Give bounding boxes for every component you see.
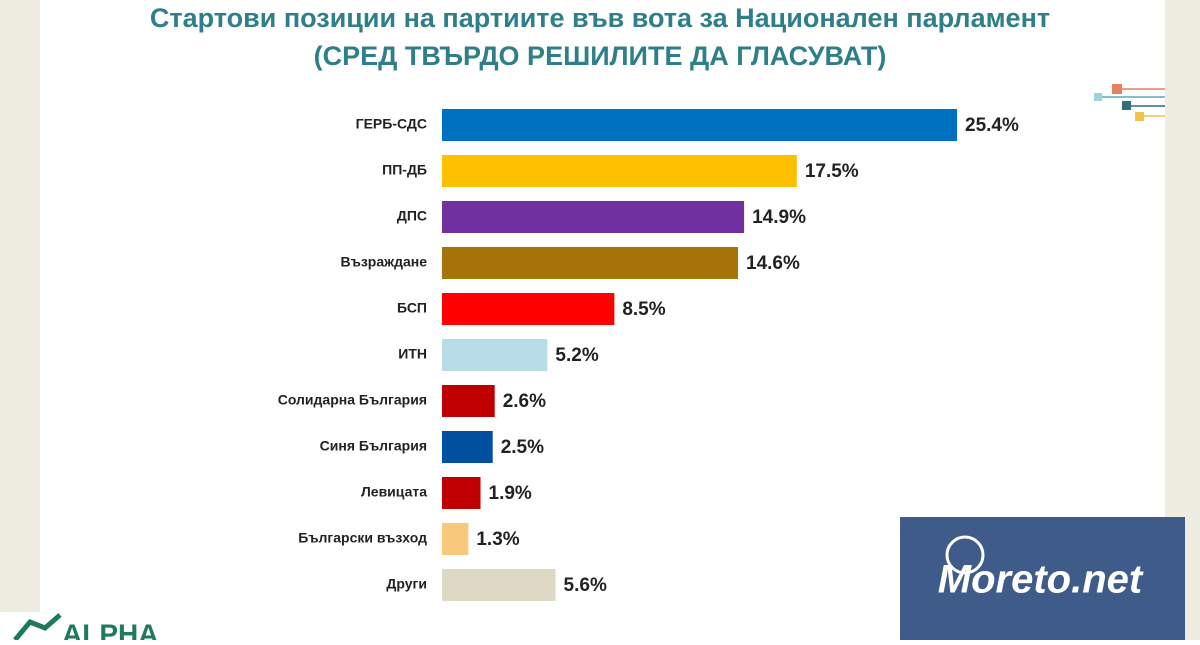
value-label: 17.5%	[805, 161, 859, 182]
bar	[442, 431, 493, 463]
bar	[442, 293, 615, 325]
category-label: ИТН	[398, 346, 427, 362]
bar	[442, 339, 548, 371]
bar	[442, 201, 745, 233]
value-label: 5.6%	[564, 575, 607, 596]
category-label: Възраждане	[341, 254, 428, 270]
plot: ГЕРБ-СДС 25.4% ПП-ДБ 17.5% ДПС 14.9% Възраждан…	[278, 109, 1019, 601]
bar	[442, 109, 957, 141]
category-label: ДПС	[397, 208, 427, 224]
category-label: ПП-ДБ	[382, 162, 427, 178]
category-label: Български възход	[298, 530, 427, 546]
logo: ALPHA	[62, 618, 158, 640]
value-label: 1.9%	[489, 483, 532, 504]
watermark: Moreto.net	[938, 558, 1144, 602]
category-label: Левицата	[361, 484, 427, 500]
value-label: 1.3%	[476, 529, 519, 550]
category-label: БСП	[397, 300, 427, 316]
bar	[442, 385, 495, 417]
value-label: 5.2%	[555, 345, 598, 366]
value-label: 14.9%	[752, 207, 806, 228]
bar	[442, 569, 556, 601]
bar	[442, 155, 797, 187]
bar	[442, 477, 481, 509]
logo-box: ALPHA	[0, 612, 190, 645]
category-label: Синя България	[320, 438, 427, 454]
bar	[442, 523, 469, 555]
bar	[442, 247, 739, 279]
value-label: 2.6%	[503, 391, 546, 412]
chart-subtitle: (СРЕД ТВЪРДО РЕШИЛИТЕ ДА ГЛАСУВАТ)	[314, 41, 887, 71]
chart-title: Стартови позиции на партиите във вота за…	[150, 3, 1050, 33]
decoration	[1094, 84, 1165, 121]
watermark-box: Moreto.net	[900, 517, 1185, 640]
value-label: 2.5%	[501, 437, 544, 458]
value-label: 14.6%	[746, 253, 800, 274]
value-label: 8.5%	[622, 299, 665, 320]
category-label: ГЕРБ-СДС	[356, 116, 427, 132]
category-label: Други	[386, 576, 427, 592]
value-label: 25.4%	[965, 115, 1019, 136]
category-label: Солидарна България	[278, 392, 427, 408]
